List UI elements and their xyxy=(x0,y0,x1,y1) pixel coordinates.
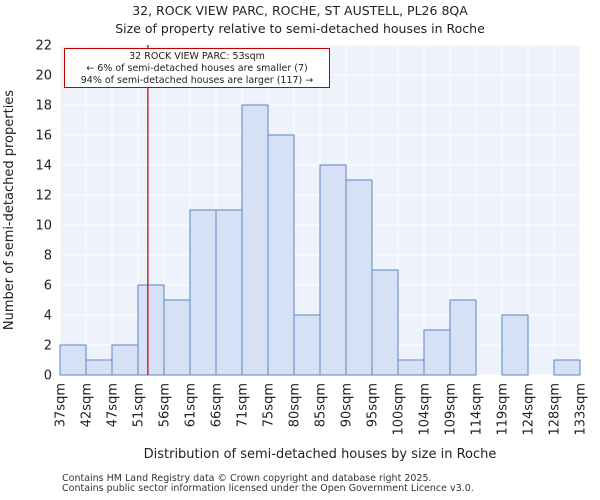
histogram-bar xyxy=(137,284,165,376)
chart-title: 32, ROCK VIEW PARC, ROCHE, ST AUSTELL, P… xyxy=(132,3,468,18)
y-tick-label: 2 xyxy=(44,339,52,354)
y-tick-label: 8 xyxy=(44,249,52,264)
histogram-bar xyxy=(397,359,425,376)
footer-line-1: Contains HM Land Registry data © Crown c… xyxy=(62,473,432,484)
y-tick-label: 14 xyxy=(35,159,52,174)
annotation-line-1: 32 ROCK VIEW PARC: 53sqm xyxy=(129,51,265,62)
y-tick-label: 20 xyxy=(35,69,52,84)
histogram-bar xyxy=(319,164,347,376)
x-tick-label: 51sqm xyxy=(132,383,147,427)
histogram-bar xyxy=(163,299,191,376)
x-tick-label: 85sqm xyxy=(314,383,329,427)
y-tick-label: 18 xyxy=(35,99,52,114)
histogram-bar xyxy=(215,209,243,376)
histogram-bar xyxy=(423,329,451,376)
histogram-bar xyxy=(267,134,295,376)
x-tick-label: 109sqm xyxy=(444,383,459,436)
y-tick-label: 16 xyxy=(35,129,52,144)
x-tick-label: 71sqm xyxy=(236,383,251,427)
y-axis-label: Number of semi-detached properties xyxy=(2,90,17,330)
x-tick-label: 90sqm xyxy=(340,383,355,427)
x-tick-label: 124sqm xyxy=(522,383,537,436)
histogram-bar xyxy=(85,359,113,376)
x-tick-label: 47sqm xyxy=(106,383,121,427)
annotation-line-3: 94% of semi-detached houses are larger (… xyxy=(80,75,314,86)
x-tick-label: 95sqm xyxy=(366,383,381,427)
x-tick-label: 133sqm xyxy=(574,383,589,436)
x-tick-label: 114sqm xyxy=(470,383,485,436)
histogram-bar xyxy=(189,209,217,376)
histogram-bar xyxy=(553,359,581,376)
histogram-bar xyxy=(501,314,529,376)
histogram-bar xyxy=(371,269,399,376)
x-tick-label: 56sqm xyxy=(158,383,173,427)
x-tick-label: 42sqm xyxy=(80,383,95,427)
y-tick-label: 4 xyxy=(44,309,52,324)
x-axis-label: Distribution of semi-detached houses by … xyxy=(144,447,497,462)
x-tick-label: 75sqm xyxy=(262,383,277,427)
histogram-bar xyxy=(111,344,139,376)
y-tick-label: 12 xyxy=(35,189,52,204)
histogram-bar xyxy=(449,299,477,376)
x-tick-label: 61sqm xyxy=(184,383,199,427)
x-tick-label: 128sqm xyxy=(548,383,563,436)
y-tick-label: 6 xyxy=(44,279,52,294)
y-tick-label: 0 xyxy=(44,369,52,384)
annotation-line-2: ← 6% of semi-detached houses are smaller… xyxy=(86,63,308,74)
histogram-bar xyxy=(345,179,373,376)
footer-line-2: Contains public sector information licen… xyxy=(62,483,474,494)
annotation-box: 32 ROCK VIEW PARC: 53sqm ← 6% of semi-de… xyxy=(64,48,330,88)
histogram-bar xyxy=(293,314,321,376)
x-tick-label: 119sqm xyxy=(496,383,511,436)
x-tick-label: 37sqm xyxy=(54,383,69,427)
histogram-bar xyxy=(241,104,269,376)
x-tick-label: 104sqm xyxy=(418,383,433,436)
x-tick-label: 100sqm xyxy=(392,383,407,436)
y-tick-label: 22 xyxy=(35,39,52,54)
histogram-bar xyxy=(59,344,87,376)
x-tick-label: 80sqm xyxy=(288,383,303,427)
x-tick-label: 66sqm xyxy=(210,383,225,427)
chart-subtitle: Size of property relative to semi-detach… xyxy=(115,21,485,36)
y-tick-label: 10 xyxy=(35,219,52,234)
